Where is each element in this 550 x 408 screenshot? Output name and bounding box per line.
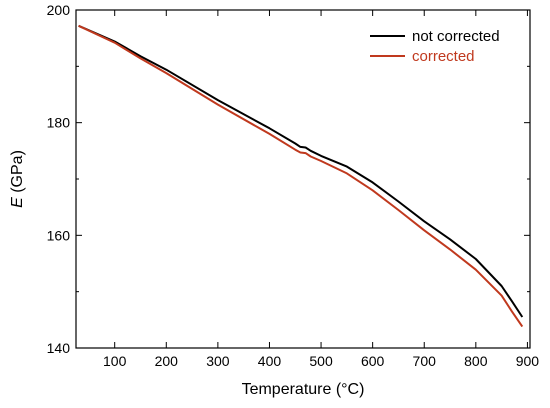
y-axis-title: E (GPa): [9, 150, 26, 208]
x-tick-label: 900: [516, 353, 540, 369]
series-line-2: [78, 24, 524, 328]
x-tick-label: 800: [464, 353, 488, 369]
axis-ticks: 100 200 300 400 500 600 700 800 900 140 160 180 200: [47, 2, 540, 369]
x-tick-label: 100: [103, 353, 127, 369]
y-tick-label: 140: [47, 340, 71, 356]
x-tick-label: 600: [361, 353, 385, 369]
legend-label-2: corrected: [412, 48, 475, 65]
y-tick-label: 180: [47, 115, 71, 131]
y-axis-variable: E: [9, 197, 26, 208]
series-line-1: [78, 24, 524, 318]
x-tick-label: 400: [258, 353, 282, 369]
x-tick-label: 500: [309, 353, 333, 369]
legend-label-1: not corrected: [412, 28, 500, 45]
x-tick-label: 200: [155, 353, 179, 369]
y-axis-unit: (GPa): [9, 150, 26, 197]
x-axis-title: Temperature (°C): [242, 381, 365, 398]
legend: not corrected corrected: [370, 28, 500, 65]
series-layer: [78, 24, 524, 328]
y-tick-label: 160: [47, 227, 71, 243]
y-tick-label: 200: [47, 2, 71, 18]
x-tick-label: 300: [206, 353, 230, 369]
x-tick-label: 700: [413, 353, 437, 369]
